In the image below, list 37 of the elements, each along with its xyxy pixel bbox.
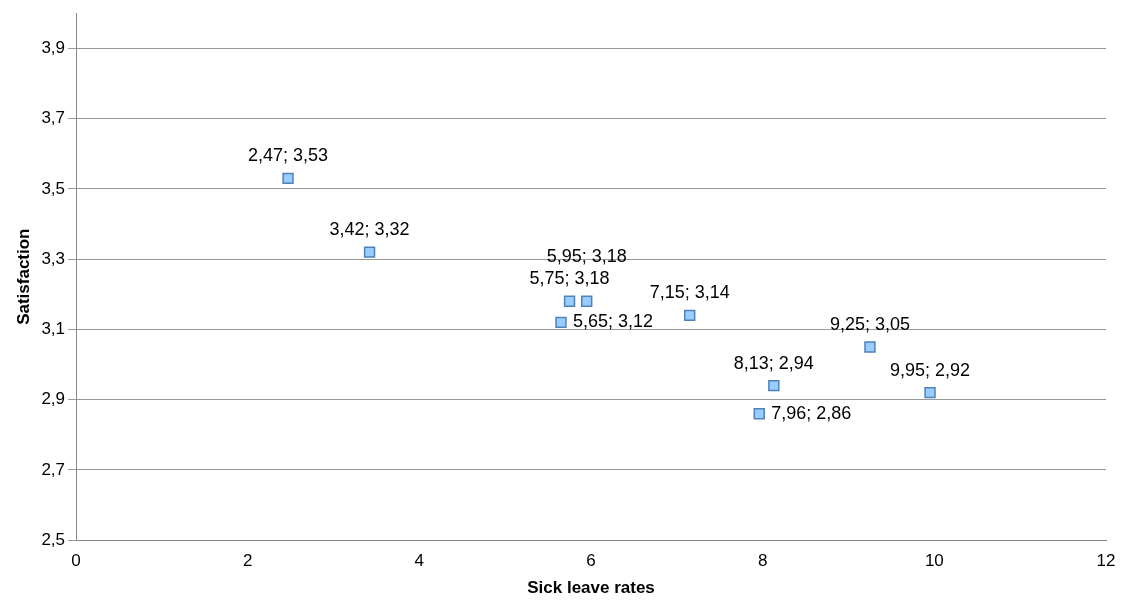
x-tick-label: 6 [586, 551, 596, 571]
point [684, 309, 696, 322]
point [581, 295, 593, 307]
y-tick-label: 2,7 [41, 459, 66, 479]
x-tick-label: 2 [242, 551, 253, 571]
x-tick-label: 0 [71, 551, 81, 571]
data-label: 5,75; 3,18 [529, 268, 610, 289]
point [924, 386, 936, 399]
x-tick-label: 4 [414, 551, 425, 571]
data-label: 8,13; 2,94 [733, 352, 814, 373]
data-label: 9,95; 2,92 [890, 359, 971, 380]
data-label: 7,96; 2,86 [771, 402, 852, 423]
data-label: 7,15; 3,14 [649, 282, 730, 303]
point [282, 172, 294, 185]
y-tick-label: 3,7 [41, 108, 66, 128]
y-tick-label: 3,9 [41, 38, 66, 58]
y-tick-label: 3,5 [41, 178, 66, 198]
x-tick-label: 8 [757, 551, 768, 571]
data-label: 3,42; 3,32 [329, 219, 410, 240]
point [768, 379, 780, 392]
y-tick-label: 3,1 [41, 319, 66, 339]
data-label: 5,95; 3,18 [546, 246, 627, 267]
y-tick-label: 2,5 [41, 529, 66, 549]
y-tick-label: 2,9 [41, 389, 66, 409]
y-axis-title: Satisfaction [13, 228, 33, 325]
point [563, 295, 576, 307]
data-label: 5,65; 3,12 [572, 311, 654, 332]
point [363, 246, 376, 258]
x-tick-label: 10 [924, 551, 944, 571]
data-label: 9,25; 3,05 [829, 313, 911, 334]
point [753, 408, 765, 420]
point [864, 341, 876, 353]
x-axis-title: Sick leave rates [527, 578, 655, 598]
data-label: 2,47; 3,53 [248, 145, 329, 166]
y-tick-label: 3,3 [41, 248, 66, 268]
x-tick-label: 12 [1096, 551, 1116, 571]
point [555, 316, 567, 329]
